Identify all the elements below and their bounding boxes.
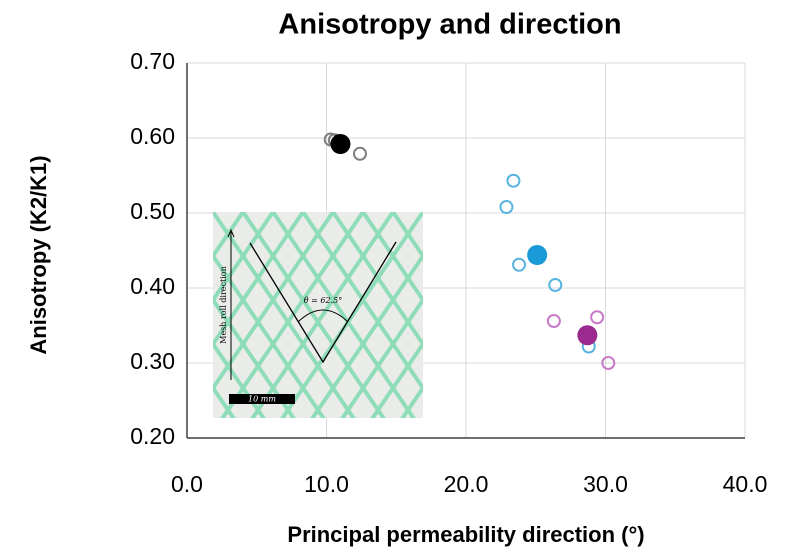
x-tick-label: 20.0 <box>444 471 489 497</box>
y-tick-label: 0.20 <box>130 423 175 449</box>
mesh-inset: Mesh roll direction θ = 62.5° 10 mm <box>213 212 423 418</box>
x-tick-label: 10.0 <box>304 471 349 497</box>
y-tick-label: 0.30 <box>130 348 175 374</box>
y-tick-label: 0.50 <box>130 198 175 224</box>
point <box>506 173 521 188</box>
point <box>548 278 563 292</box>
x-tick-label: 0.0 <box>171 471 203 497</box>
point <box>527 245 548 265</box>
point <box>590 310 605 325</box>
y-axis-label: Anisotropy (K2/K1) <box>26 155 51 354</box>
y-tick-label: 0.70 <box>130 48 175 74</box>
arrow-head <box>227 228 235 238</box>
point <box>601 356 616 370</box>
x-axis-label: Principal permeability direction (°) <box>287 522 644 547</box>
point <box>499 200 514 214</box>
point <box>330 134 351 154</box>
y-tick-label: 0.60 <box>130 123 175 149</box>
x-tick-label: 30.0 <box>583 471 628 497</box>
scale-bar <box>229 394 295 404</box>
x-tick-label: 40.0 <box>723 471 768 497</box>
scale-label: 10 mm <box>248 395 276 404</box>
angle-label: θ = 62.5° <box>304 296 342 305</box>
chart-title: Anisotropy and direction <box>278 9 621 41</box>
point <box>577 325 598 346</box>
angle-lines <box>249 241 397 364</box>
point <box>512 257 527 272</box>
mesh-image <box>213 212 423 418</box>
direction-label: Mesh roll direction <box>219 266 228 344</box>
point <box>546 314 561 328</box>
point <box>352 146 367 161</box>
y-tick-label: 0.40 <box>130 273 175 299</box>
angle-arc <box>297 309 349 323</box>
